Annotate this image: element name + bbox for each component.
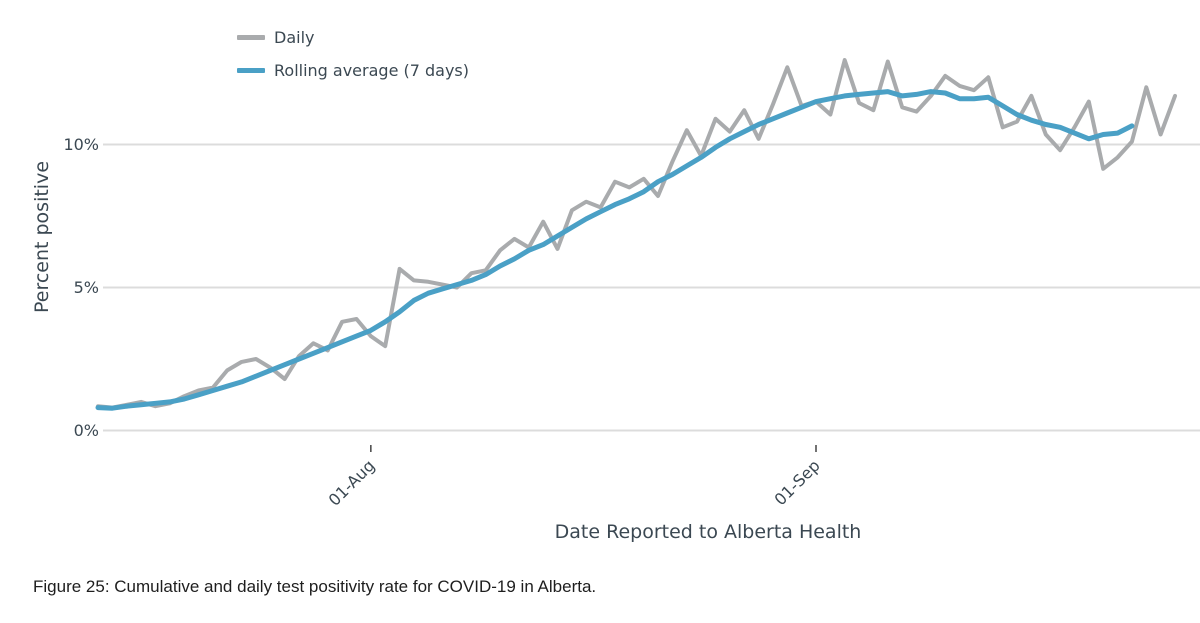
plot-svg bbox=[95, 58, 1200, 452]
legend-label-rolling-average: Rolling average (7 days) bbox=[274, 60, 470, 80]
y-tick-label-0: 0% bbox=[73, 420, 99, 440]
positivity-chart: Daily Rolling average (7 days) Percent p… bbox=[31, 27, 1200, 543]
y-tick-label-10: 10% bbox=[63, 134, 99, 154]
legend-item-rolling-average[interactable]: Rolling average (7 days) bbox=[237, 60, 469, 80]
legend-label-daily: Daily bbox=[274, 27, 315, 47]
x-axis-title: Date Reported to Alberta Health bbox=[554, 521, 862, 543]
series-line-1 bbox=[95, 89, 1135, 411]
daily-line-swatch bbox=[237, 34, 265, 40]
legend: Daily Rolling average (7 days) bbox=[237, 27, 469, 80]
rolling-average-line-swatch bbox=[237, 67, 265, 73]
y-tick-label-5: 5% bbox=[73, 277, 99, 297]
figure-caption: Figure 25: Cumulative and daily test pos… bbox=[33, 577, 597, 596]
legend-item-daily[interactable]: Daily bbox=[237, 27, 469, 47]
